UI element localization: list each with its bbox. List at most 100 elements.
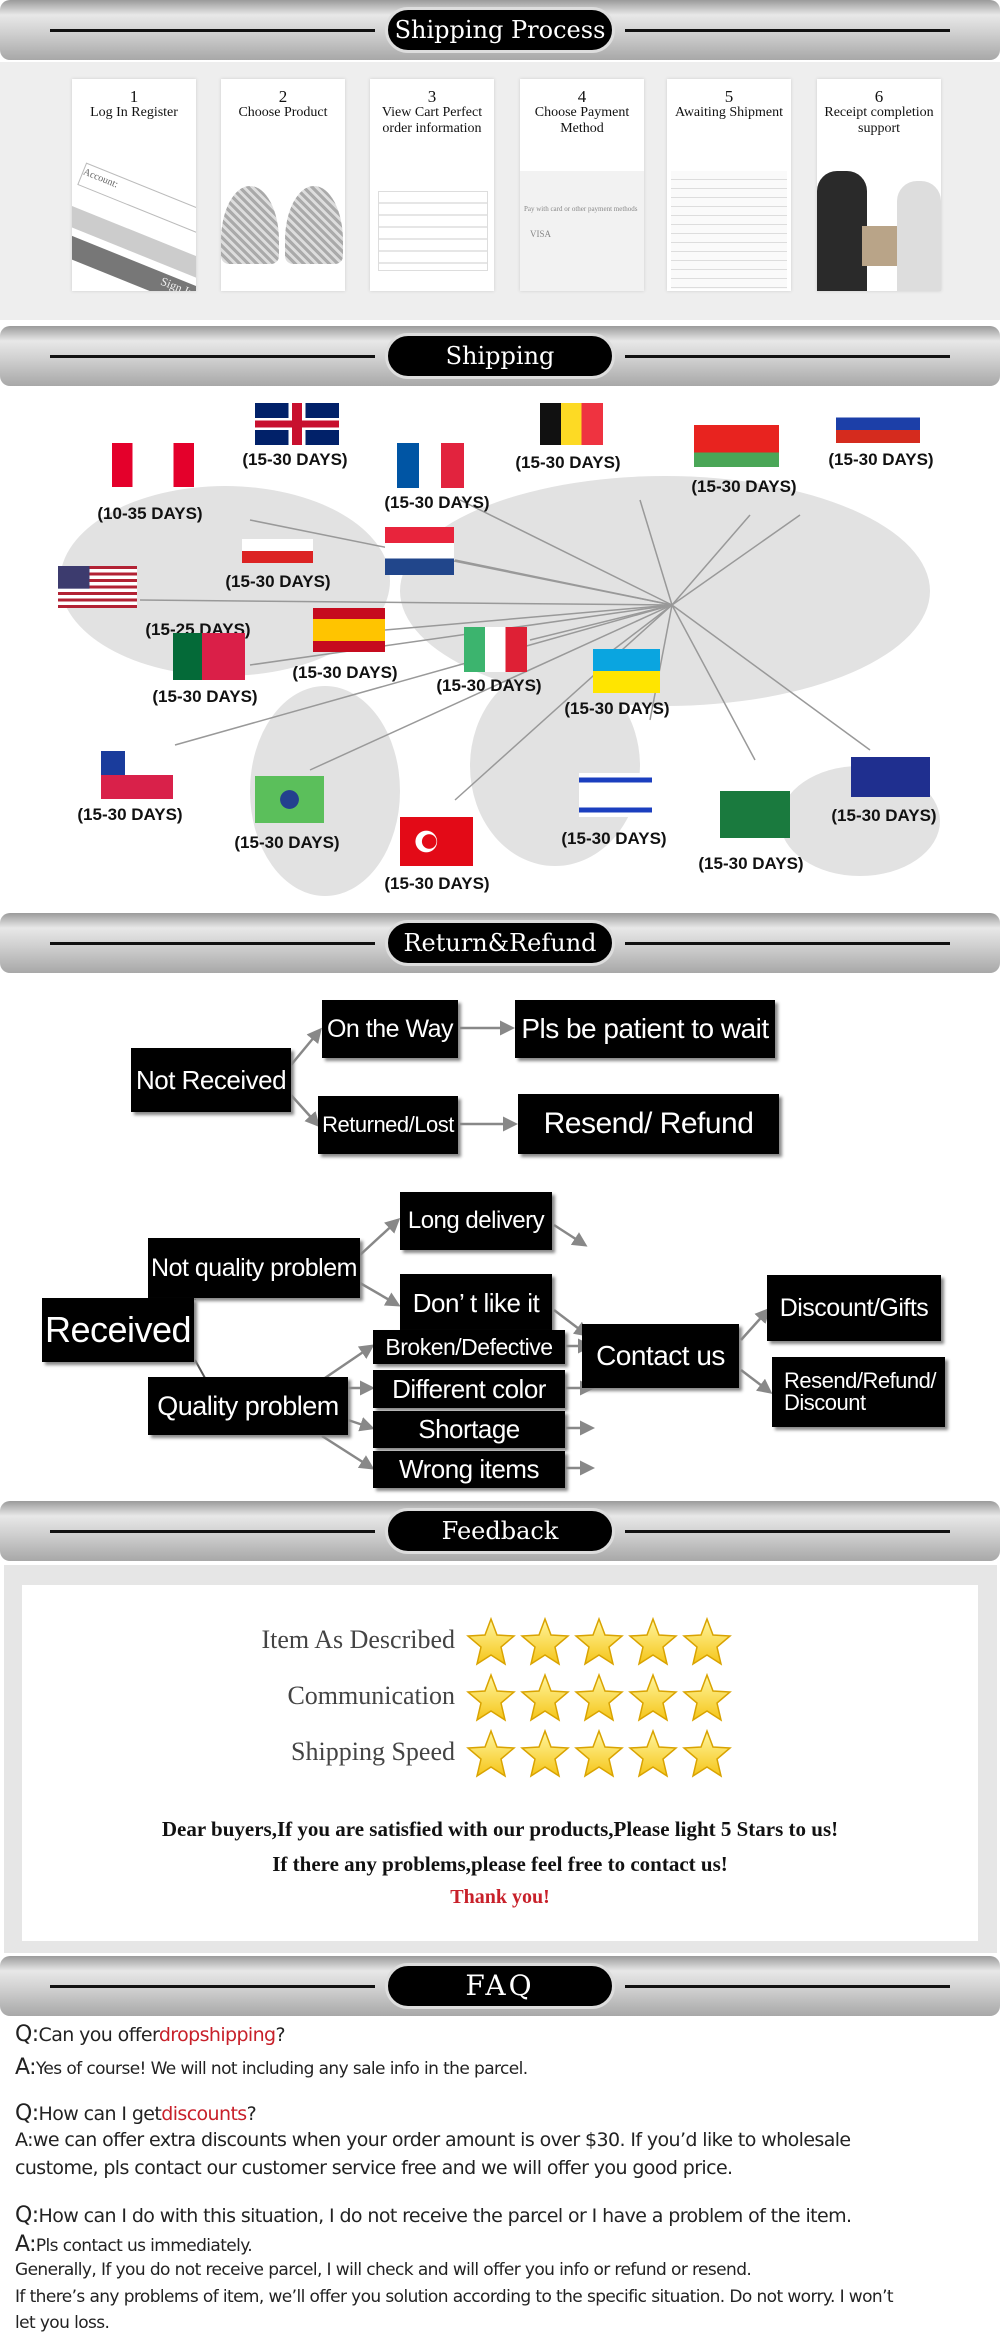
step-card: 1 Log In Register Account: Password: Sig…	[72, 79, 196, 291]
delivery-time-label: (15-30 DAYS)	[691, 477, 797, 496]
box-not-received: Not Received	[131, 1048, 291, 1112]
flag-france-icon	[397, 443, 464, 488]
step-number: 1	[129, 87, 139, 106]
delivery-time-label: (15-30 DAYS)	[77, 805, 183, 824]
star-icon	[628, 1729, 678, 1778]
box-on-the-way: On the Way	[322, 1000, 458, 1058]
step-number: 6	[874, 87, 884, 106]
faq-answer: A:Yes of course! We will not including a…	[15, 2055, 528, 2080]
delivery-time-label: (15-30 DAYS)	[564, 699, 670, 718]
flag-australia-icon	[851, 757, 930, 797]
section-header-feedback: Feedback	[0, 1501, 1000, 1561]
flag-united-states-icon	[58, 566, 137, 608]
star-icon	[466, 1729, 516, 1778]
route-line	[649, 604, 673, 721]
section-header-return-refund: Return&Refund	[0, 913, 1000, 973]
delivery-time-label: (15-30 DAYS)	[292, 663, 398, 682]
flag-united-kingdom-icon	[255, 403, 339, 445]
route-line	[671, 604, 756, 761]
shipping-world-map: (15-30 DAYS) (10-35 DAYS) (15-30 DAYS) (15-…	[0, 386, 1000, 912]
step-card: 6 Receipt completion support	[817, 79, 941, 291]
faq-question: Q:How can I do with this situation, I do…	[15, 2203, 852, 2228]
step-number: 5	[724, 87, 734, 106]
divider	[625, 942, 950, 945]
delivery-time-label: (15-30 DAYS)	[515, 453, 621, 472]
faq-answer: A:we can offer extra discounts when your…	[15, 2129, 851, 2151]
star-icon	[466, 1673, 516, 1722]
step-card: 3 View Cart Perfect order information	[370, 79, 494, 291]
step-label: View Cart Perfect order information	[381, 105, 483, 136]
rating-stars	[466, 1673, 732, 1723]
flag-brazil-icon	[255, 776, 324, 823]
step-label: Awaiting Shipment	[675, 105, 783, 120]
box-shortage: Shortage	[373, 1411, 565, 1448]
box-wrong-items: Wrong items	[373, 1451, 565, 1488]
flag-turkey-icon	[400, 817, 473, 866]
star-icon	[628, 1673, 678, 1722]
route-line	[671, 604, 871, 751]
step-number: 4	[577, 87, 587, 106]
map-africa	[470, 666, 640, 866]
rating-label: Communication	[287, 1681, 455, 1710]
star-icon	[520, 1729, 570, 1778]
divider	[625, 1985, 950, 1988]
delivery-time-label: (15-30 DAYS)	[436, 676, 542, 695]
delivery-time-label: (15-30 DAYS)	[828, 450, 934, 469]
payment-illustration: Pay with card or other payment methods V…	[520, 171, 644, 291]
flag-ukraine-icon	[593, 649, 660, 693]
route-line	[529, 604, 673, 641]
delivery-time-label: (10-35 DAYS)	[97, 504, 203, 523]
section-header-faq: FAQ	[0, 1956, 1000, 2016]
divider	[50, 355, 375, 358]
delivery-time-label: (15-30 DAYS)	[234, 833, 340, 852]
flag-russia-icon	[836, 405, 920, 443]
star-icon	[628, 1617, 678, 1666]
route-line	[671, 514, 751, 606]
divider	[50, 1985, 375, 1988]
box-resend-refund-discount: Resend/Refund/ Discount	[772, 1357, 945, 1427]
rating-label: Item As Described	[261, 1625, 455, 1654]
flag-israel-icon	[579, 773, 652, 817]
flag-belarus-icon	[694, 425, 779, 467]
delivery-time-label: (15-30 DAYS)	[384, 493, 490, 512]
delivery-time-label: (15-30 DAYS)	[384, 874, 490, 893]
divider	[625, 355, 950, 358]
route-line	[459, 499, 673, 606]
flag-spain-icon	[313, 608, 385, 652]
rating-label: Shipping Speed	[291, 1737, 455, 1766]
star-icon	[520, 1617, 570, 1666]
flag-chile-icon	[101, 751, 173, 799]
route-line	[384, 604, 673, 631]
divider	[625, 1530, 950, 1533]
section-header-shipping-process: Shipping Process	[0, 0, 1000, 60]
box-received: Received	[42, 1298, 194, 1362]
feedback-thanks: Thank you!	[450, 1886, 550, 1908]
faq-answer-line: If there’s any problems of item, we’ll o…	[15, 2287, 894, 2307]
step-card: 4 Choose Payment Method Pay with card or…	[520, 79, 644, 291]
rating-stars	[466, 1729, 732, 1779]
delivery-time-label: (15-30 DAYS)	[242, 450, 348, 469]
route-line	[139, 599, 673, 606]
delivery-time-label: (15-30 DAYS)	[152, 687, 258, 706]
flag-canada-icon	[112, 443, 194, 487]
box-dont-like-it: Don’ t like it	[400, 1274, 552, 1332]
star-icon	[520, 1673, 570, 1722]
faq-answer: A:Pls contact us immediately.	[15, 2232, 253, 2257]
star-icon	[682, 1617, 732, 1666]
star-icon	[574, 1673, 624, 1722]
box-contact-us: Contact us	[582, 1324, 739, 1388]
faq-answer-line: Generally, If you do not receive parcel,…	[15, 2260, 752, 2280]
box-returned-lost: Returned/Lost	[318, 1096, 458, 1154]
box-resend-refund: Resend/ Refund	[518, 1094, 779, 1154]
delivery-photo	[817, 171, 941, 291]
route-line	[671, 514, 801, 606]
flag-belgium-icon	[540, 403, 603, 445]
step-card: 5 Awaiting Shipment	[667, 79, 791, 291]
section-title: Shipping Process	[385, 7, 615, 53]
cart-illustration	[370, 171, 494, 291]
route-line	[454, 559, 673, 606]
delivery-time-label: (15-30 DAYS)	[831, 806, 937, 825]
route-line	[249, 604, 673, 666]
flag-poland-icon	[242, 539, 313, 563]
divider	[50, 29, 375, 32]
